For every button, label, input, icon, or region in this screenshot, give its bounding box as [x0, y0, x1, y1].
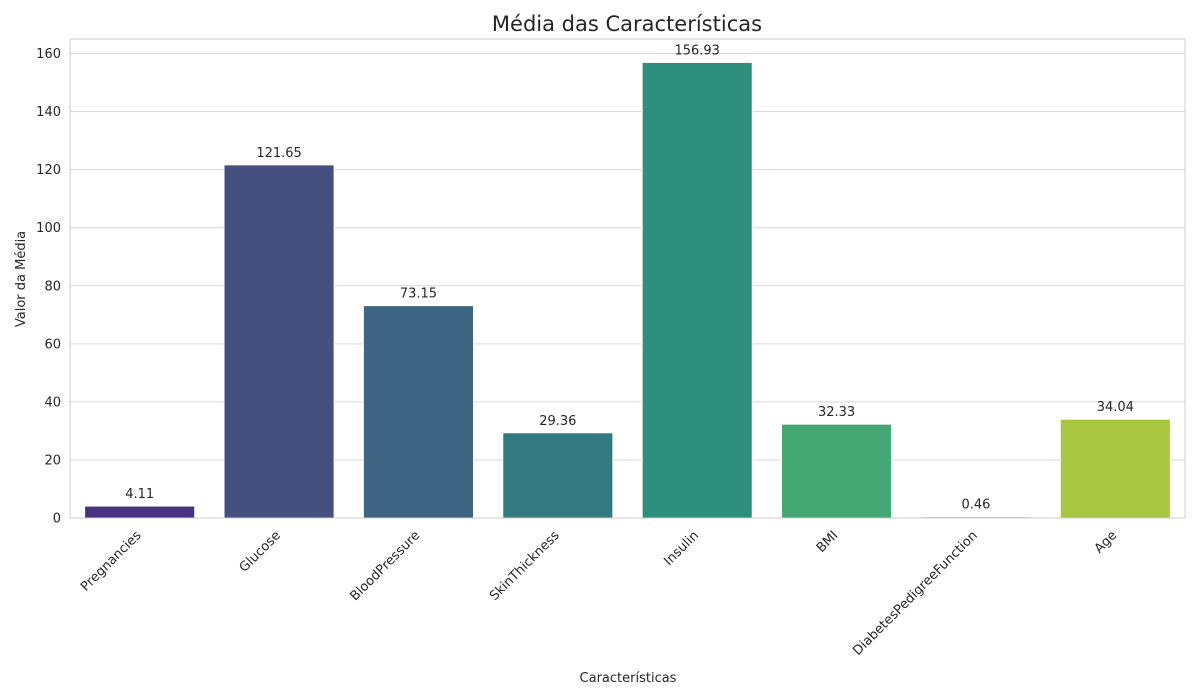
x-tick-label-skinthickness: SkinThickness [487, 528, 563, 604]
x-tick-label-bloodpressure: BloodPressure [347, 528, 423, 604]
y-tick-label: 120 [36, 163, 61, 178]
data-label-diabetespedigreefunction: 0.46 [961, 498, 990, 513]
data-label-glucose: 121.65 [256, 146, 302, 161]
data-label-bloodpressure: 73.15 [400, 287, 437, 302]
chart-title: Média das Características [492, 12, 762, 36]
x-tick-label-bmi: BMI [814, 528, 842, 556]
y-tick-label: 100 [36, 221, 61, 236]
plot-frame [69, 38, 1186, 519]
x-axis-title: Características [580, 671, 677, 686]
x-tick-label-insulin: Insulin [661, 528, 702, 569]
data-labels: 4.11 121.65 73.15 29.36 156.93 32.33 0.46 34.04 [125, 43, 1134, 512]
x-tick-label-glucose: Glucose [237, 528, 284, 575]
y-axis-ticks: 0 20 40 60 80 100 120 140 160 [36, 47, 61, 526]
bar-skinthickness [502, 432, 614, 519]
bar-pregnancies [84, 505, 196, 519]
y-tick-label: 80 [44, 279, 61, 294]
y-tick-label: 40 [44, 395, 61, 410]
x-axis-ticks: Pregnancies Glucose BloodPressure SkinThick… [78, 528, 1120, 659]
x-tick-label-pregnancies: Pregnancies [78, 528, 145, 595]
bar-bmi [781, 423, 893, 519]
y-axis-title: Valor da Média [14, 231, 29, 327]
bar-glucose [223, 164, 335, 519]
x-tick-label-age: Age [1092, 528, 1120, 556]
y-tick-label: 140 [36, 105, 61, 120]
bars [84, 61, 1171, 519]
y-tick-label: 60 [44, 337, 61, 352]
data-label-skinthickness: 29.36 [539, 414, 576, 429]
y-tick-label: 0 [53, 512, 61, 527]
bar-bloodpressure [362, 305, 474, 519]
y-tick-label: 160 [36, 47, 61, 62]
data-label-age: 34.04 [1097, 400, 1134, 415]
bar-insulin [641, 61, 753, 519]
y-tick-label: 20 [44, 453, 61, 468]
data-label-bmi: 32.33 [818, 405, 855, 420]
bar-age [1059, 418, 1171, 519]
data-label-insulin: 156.93 [674, 43, 720, 58]
data-label-pregnancies: 4.11 [125, 487, 154, 502]
x-tick-label-diabetespedigreefunction: DiabetesPedigreeFunction [850, 528, 980, 658]
